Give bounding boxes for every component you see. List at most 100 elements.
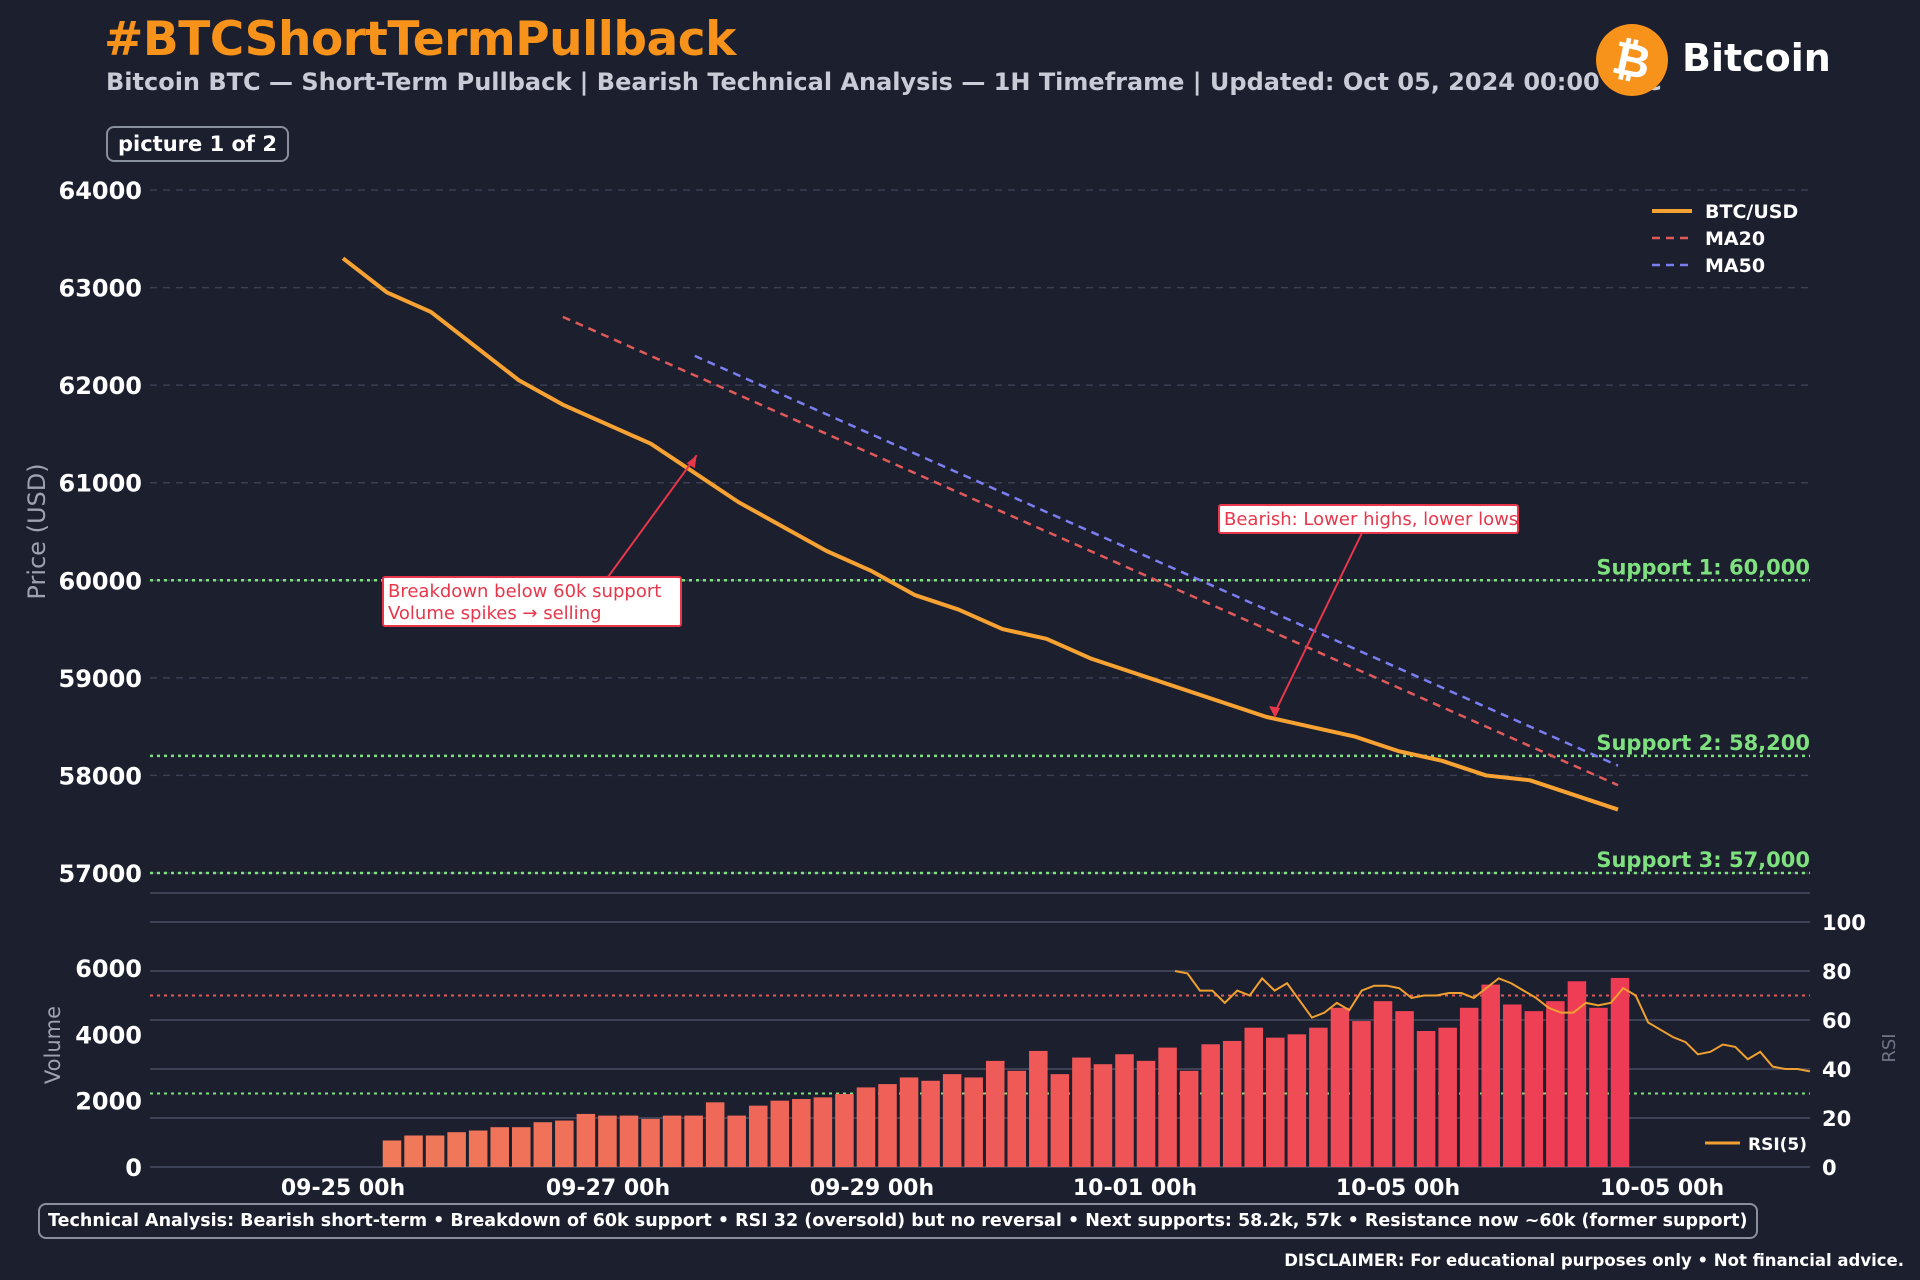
annotation-box-2: [1218, 504, 1519, 534]
volume-bar: [1589, 1007, 1608, 1167]
volume-bar: [985, 1060, 1005, 1167]
legend-label-1: BTC/USD: [1705, 201, 1798, 223]
volume-bar: [1072, 1057, 1091, 1167]
volume-bar: [1222, 1040, 1242, 1167]
volume-bar: [1158, 1047, 1177, 1167]
volume-tick-label: 6000: [75, 955, 142, 983]
volume-tick-label: 4000: [75, 1021, 142, 1049]
x-tick-label: 10-05 00h: [1600, 1176, 1724, 1201]
volume-bar: [598, 1115, 617, 1167]
brand: ₿ Bitcoin: [1596, 24, 1831, 96]
annotation-text-1-1: Breakdown below 60k support: [388, 581, 661, 602]
volume-bar: [662, 1115, 682, 1167]
volume-bar: [1416, 1031, 1436, 1167]
price-tick-label: 64000: [59, 177, 143, 205]
rsi-tick-label: 100: [1822, 911, 1866, 935]
rsi-legend-label: RSI(5): [1748, 1135, 1807, 1155]
volume-bar: [1459, 1007, 1479, 1167]
volume-bar: [878, 1084, 897, 1167]
picture-counter-badge: picture 1 of 2: [106, 126, 289, 162]
volume-bar: [1201, 1044, 1220, 1167]
annotation-text-2-1: Bearish: Lower highs, lower lows: [1224, 509, 1518, 530]
volume-bar: [813, 1097, 833, 1167]
volume-bar: [727, 1115, 746, 1167]
x-tick-label: 10-05 00h: [1336, 1176, 1460, 1201]
volume-bar: [1610, 977, 1630, 1167]
volume-bar: [1395, 1011, 1414, 1167]
volume-bar: [835, 1094, 854, 1167]
brand-name: Bitcoin: [1682, 36, 1831, 80]
support-label-3: Support 3: 57,000: [1596, 848, 1810, 872]
volume-bar: [641, 1118, 660, 1167]
volume-bar: [921, 1080, 940, 1167]
btc-usd-line: [341, 256, 1619, 812]
rsi-tick-label: 60: [1822, 1009, 1851, 1033]
volume-bar: [576, 1113, 596, 1167]
volume-bar: [511, 1127, 531, 1167]
rsi-axis-label: RSI: [1879, 1033, 1900, 1062]
ma20-line: [562, 315, 1619, 787]
volume-bar: [1007, 1070, 1027, 1167]
rsi-tick-label: 80: [1822, 960, 1851, 984]
bitcoin-logo-icon: ₿: [1596, 24, 1668, 96]
price-axis-label: Price (USD): [23, 463, 51, 599]
volume-bar: [899, 1077, 919, 1167]
volume-bar: [1115, 1054, 1134, 1167]
volume-bar: [1050, 1074, 1070, 1167]
annotation-arrowhead-2: [1269, 706, 1281, 719]
analysis-summary: Technical Analysis: Bearish short-term •…: [38, 1203, 1758, 1239]
volume-bar: [468, 1130, 488, 1167]
volume-bar: [1179, 1070, 1199, 1167]
volume-bar: [1373, 1001, 1393, 1167]
volume-bar: [1567, 981, 1587, 1167]
price-tick-label: 57000: [59, 860, 143, 888]
rsi-tick-label: 20: [1822, 1107, 1851, 1131]
volume-bar: [1330, 1007, 1350, 1167]
volume-bar: [1546, 1001, 1565, 1167]
volume-bar: [1287, 1034, 1307, 1167]
price-tick-label: 62000: [59, 372, 143, 400]
volume-bar: [684, 1115, 703, 1167]
volume-bar: [1093, 1064, 1113, 1167]
rsi-line: [1174, 970, 1811, 1073]
volume-bar: [770, 1100, 790, 1167]
volume-bar: [555, 1120, 574, 1167]
volume-bar: [404, 1135, 423, 1167]
volume-bar: [1136, 1060, 1156, 1167]
legend-label-2: MA20: [1705, 228, 1765, 250]
volume-bar: [705, 1102, 725, 1167]
x-tick-label: 09-25 00h: [281, 1176, 405, 1201]
rsi-tick-label: 0: [1822, 1156, 1837, 1180]
support-label-1: Support 1: 60,000: [1596, 555, 1810, 579]
price-tick-label: 59000: [59, 665, 143, 693]
price-tick-label: 58000: [59, 762, 143, 790]
volume-bar: [490, 1127, 509, 1167]
x-tick-label: 09-27 00h: [546, 1176, 670, 1201]
legend-label-3: MA50: [1705, 255, 1765, 277]
volume-bar: [1309, 1027, 1328, 1167]
volume-bar: [964, 1077, 983, 1167]
volume-axis-label: Volume: [41, 1006, 65, 1084]
volume-bar: [1438, 1027, 1457, 1167]
price-tick-label: 63000: [59, 275, 143, 303]
x-tick-label: 09-29 00h: [810, 1176, 934, 1201]
volume-bar: [1266, 1037, 1285, 1167]
annotation-box-1: [382, 576, 682, 627]
volume-tick-label: 0: [125, 1154, 142, 1182]
volume-bar: [748, 1105, 768, 1167]
disclaimer: DISCLAIMER: For educational purposes onl…: [1284, 1251, 1904, 1270]
x-tick-label: 10-01 00h: [1073, 1176, 1197, 1201]
ma50-line: [694, 354, 1619, 767]
volume-bar: [447, 1132, 466, 1167]
volume-bar: [1503, 1004, 1522, 1167]
annotation-arrow-2: [1274, 532, 1363, 713]
volume-bar: [792, 1099, 811, 1167]
volume-bar: [382, 1140, 402, 1167]
volume-bar: [1029, 1050, 1048, 1167]
support-label-2: Support 2: 58,200: [1596, 731, 1810, 755]
volume-bar: [425, 1135, 445, 1167]
annotation-arrowhead-1: [686, 455, 697, 469]
volume-tick-label: 2000: [75, 1088, 142, 1116]
page-subtitle: Bitcoin BTC — Short-Term Pullback | Bear…: [106, 68, 1662, 96]
